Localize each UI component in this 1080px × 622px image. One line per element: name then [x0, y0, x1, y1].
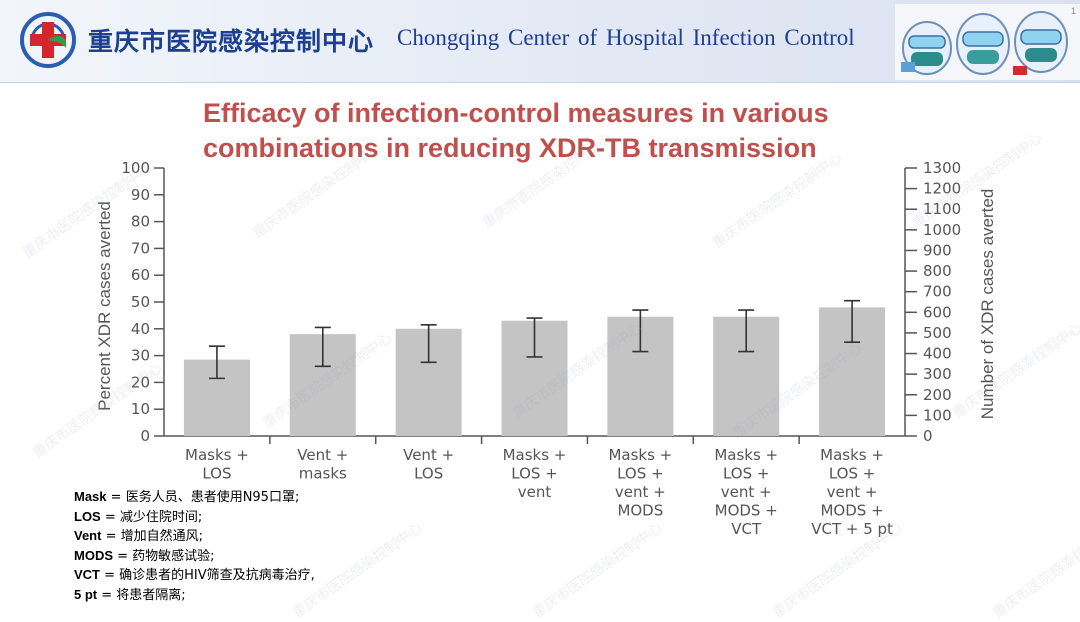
- x-category-label: LOS +: [511, 465, 558, 483]
- header-banner: 重庆市医院感染控制中心 Chongqing Center of Hospital…: [0, 0, 1080, 83]
- x-category-label: Masks +: [714, 446, 778, 464]
- y2-tick-label: 500: [923, 324, 952, 342]
- page-mark: 1: [1070, 6, 1076, 16]
- y2-tick-label: 400: [923, 345, 952, 363]
- x-category-label: MODS +: [820, 502, 883, 520]
- legend-definition: = 减少住院时间;: [100, 509, 203, 525]
- x-category-label: MODS +: [715, 502, 778, 520]
- legend-definition: = 医务人员、患者使用N95口罩;: [106, 490, 300, 505]
- x-category-label: LOS +: [723, 465, 770, 483]
- watermark-text: 重庆市医院感染控制中心: [989, 520, 1080, 622]
- legend-abbreviation: Vent: [74, 528, 102, 543]
- x-category-label: vent +: [827, 483, 878, 501]
- x-category-label: LOS: [202, 465, 231, 483]
- legend-abbreviation: 5 pt: [74, 586, 98, 602]
- y2-tick-label: 1200: [923, 180, 961, 198]
- legend-line: LOS = 减少住院时间;: [74, 508, 494, 528]
- x-category-label: LOS: [414, 465, 443, 483]
- y2-tick-label: 1300: [923, 159, 961, 177]
- y-tick-label: 90: [131, 186, 150, 204]
- hospital-logo-icon: [20, 12, 76, 68]
- y-tick-label: 60: [131, 266, 150, 284]
- y2-tick-label: 800: [923, 262, 952, 280]
- x-category-label: Masks +: [820, 446, 884, 464]
- legend-abbreviation: MODS: [74, 547, 113, 563]
- y2-tick-label: 600: [923, 303, 952, 321]
- x-category-label: Masks +: [608, 446, 672, 464]
- y-axis-title: Percent XDR cases averted: [95, 201, 114, 411]
- x-category-label: LOS +: [617, 465, 664, 483]
- legend-definition: = 确诊患者的HIV筛查及抗病毒治疗,: [100, 568, 315, 583]
- legend-line: VCT = 确诊患者的HIV筛查及抗病毒治疗,: [74, 566, 494, 586]
- y-tick-label: 0: [140, 427, 150, 445]
- y-tick-label: 80: [131, 213, 150, 231]
- bar-chart: 0102030405060708090100010020030040050060…: [95, 159, 997, 538]
- legend-abbreviation: Mask: [74, 489, 107, 504]
- x-category-label: vent +: [615, 483, 666, 501]
- x-category-label: VCT + 5 pt: [811, 520, 893, 538]
- x-category-label: Masks +: [503, 446, 567, 464]
- x-category-label: MODS: [617, 502, 663, 520]
- legend-definition: = 增加自然通风;: [101, 529, 204, 544]
- y2-tick-label: 700: [923, 283, 952, 301]
- y-tick-label: 50: [131, 293, 150, 311]
- legend-line: Mask = 医务人员、患者使用N95口罩;: [74, 488, 494, 508]
- x-category-label: Vent +: [297, 446, 348, 464]
- x-category-label: vent +: [721, 483, 772, 501]
- y-tick-label: 40: [131, 320, 150, 338]
- legend-line: 5 pt = 将患者隔离;: [74, 586, 494, 606]
- abbreviation-legend: Mask = 医务人员、患者使用N95口罩; LOS = 减少住院时间; Vent …: [74, 488, 494, 605]
- legend-definition: = 药物敏感试验;: [113, 548, 215, 564]
- slide-title: Efficacy of infection-control measures i…: [203, 96, 829, 166]
- y2-tick-label: 900: [923, 241, 952, 259]
- y2-tick-label: 200: [923, 386, 952, 404]
- legend-definition: = 将患者隔离;: [97, 587, 186, 603]
- y2-tick-label: 300: [923, 365, 952, 383]
- x-category-label: LOS +: [829, 465, 876, 483]
- medical-staff-illustration-icon: [895, 4, 1080, 80]
- slide-title-line-2: combinations in reducing XDR-TB transmis…: [203, 133, 817, 163]
- x-category-label: Vent +: [403, 446, 454, 464]
- org-name-chinese: 重庆市医院感染控制中心: [88, 27, 375, 56]
- y-tick-label: 70: [131, 239, 150, 257]
- x-category-label: Masks +: [185, 446, 249, 464]
- legend-abbreviation: LOS: [74, 508, 101, 524]
- x-category-label: masks: [299, 465, 347, 483]
- y2-tick-label: 1100: [923, 200, 961, 218]
- y-tick-label: 30: [131, 347, 150, 365]
- legend-line: Vent = 增加自然通风;: [74, 527, 494, 547]
- y2-axis-title: Number of XDR cases averted: [978, 189, 997, 420]
- org-name-english: Chongqing Center of Hospital Infection C…: [397, 25, 855, 50]
- x-category-label: VCT: [731, 520, 762, 538]
- y2-tick-label: 100: [923, 406, 952, 424]
- y2-tick-label: 0: [923, 427, 933, 445]
- x-category-label: vent: [518, 483, 552, 501]
- legend-abbreviation: VCT: [74, 567, 100, 582]
- slide-title-line-1: Efficacy of infection-control measures i…: [203, 98, 829, 128]
- y-tick-label: 100: [121, 159, 150, 177]
- legend-line: MODS = 药物敏感试验;: [74, 547, 494, 567]
- y-tick-label: 10: [131, 400, 150, 418]
- y2-tick-label: 1000: [923, 221, 961, 239]
- y-tick-label: 20: [131, 373, 150, 391]
